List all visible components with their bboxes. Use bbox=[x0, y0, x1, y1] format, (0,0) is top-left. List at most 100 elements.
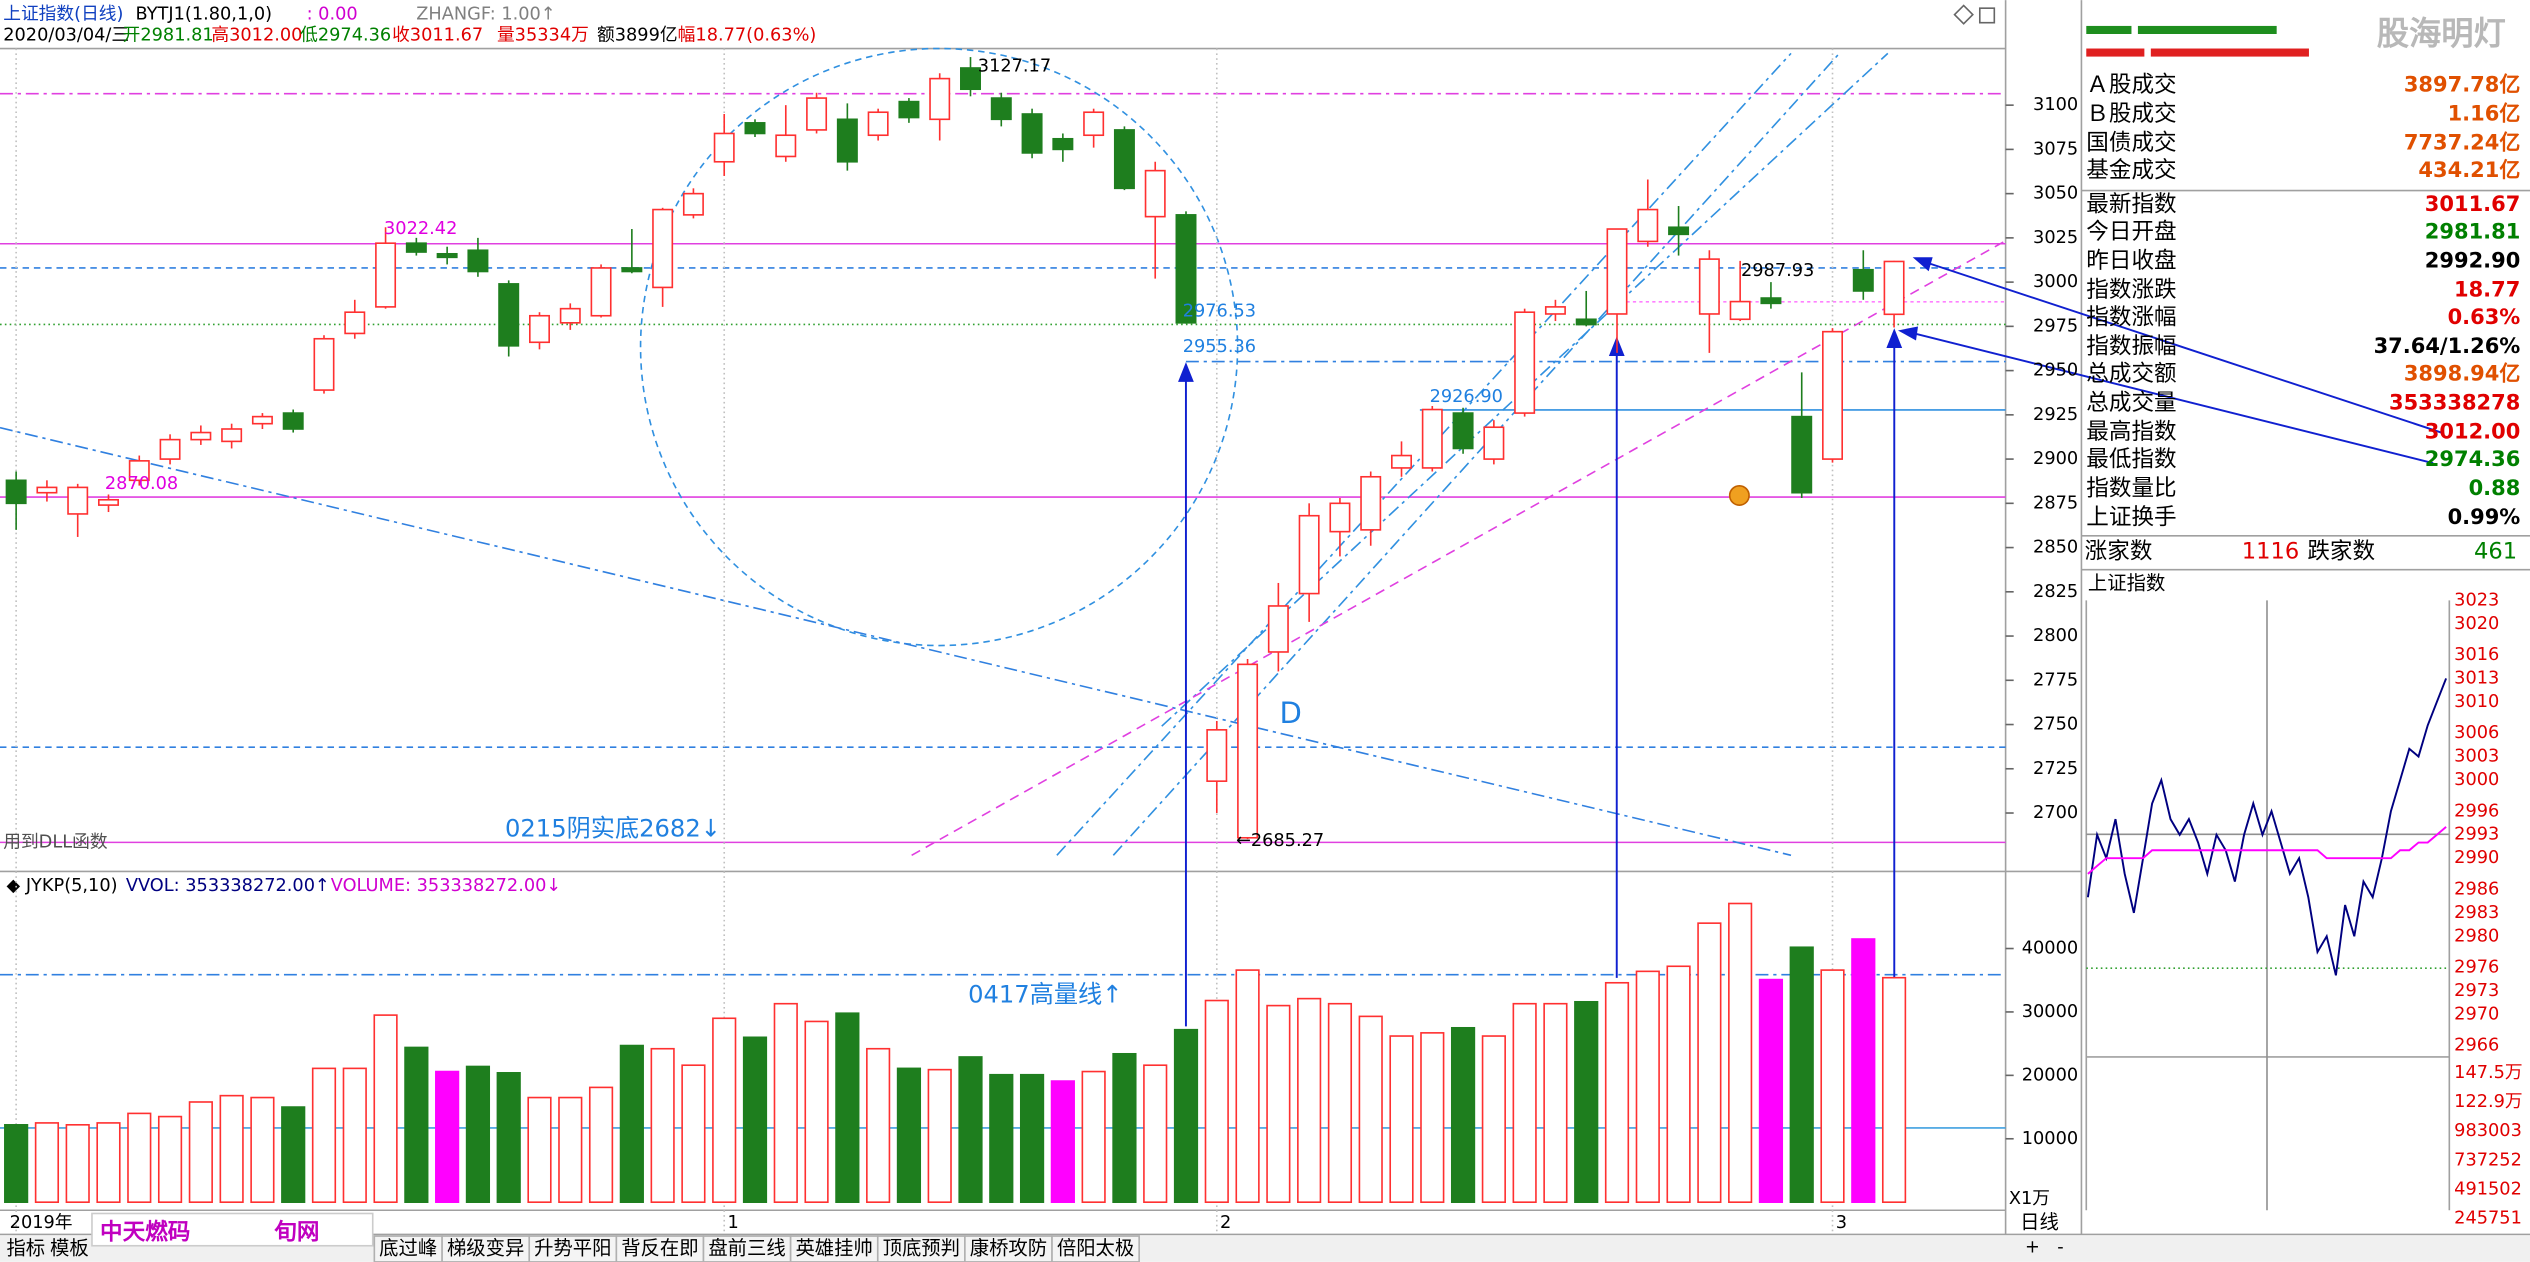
stat-value: 7737.24亿 bbox=[2404, 131, 2521, 155]
header-text: 上证指数(日线) bbox=[3, 4, 123, 25]
window-icons[interactable] bbox=[1953, 4, 1996, 25]
candle-body bbox=[1544, 306, 1566, 315]
stat-value: 2974.36 bbox=[2425, 447, 2521, 471]
tab[interactable]: 升势平阳 bbox=[534, 1236, 611, 1259]
annotation: 3022.42 bbox=[384, 219, 457, 239]
y-tick-label: 2800 bbox=[2033, 626, 2078, 646]
y-tick-label: 2825 bbox=[2033, 582, 2078, 602]
intraday-line bbox=[2086, 678, 2447, 976]
tab[interactable]: 康桥攻防 bbox=[970, 1236, 1047, 1259]
volume-bar bbox=[1543, 1002, 1568, 1203]
tab[interactable]: 倍阳太极 bbox=[1057, 1236, 1134, 1259]
y-tick-label: 2900 bbox=[2033, 449, 2078, 469]
volume-bar bbox=[712, 1017, 737, 1203]
y-tick-label: 3006 bbox=[2454, 723, 2499, 743]
volume-unit: X1万 bbox=[2009, 1189, 2050, 1209]
stat-value: 3012.00 bbox=[2425, 420, 2521, 444]
volume-bar bbox=[1666, 965, 1691, 1203]
tab[interactable]: 梯级变异 bbox=[447, 1236, 524, 1259]
y-tick-label: 2700 bbox=[2033, 803, 2078, 823]
candle-body bbox=[960, 67, 981, 91]
annotation: 0417高量线↑ bbox=[968, 981, 1122, 1009]
y-tick-label: 3000 bbox=[2033, 272, 2078, 292]
candle-body bbox=[1113, 129, 1135, 190]
stat-value: 3011.67 bbox=[2425, 192, 2521, 216]
volume-bar bbox=[896, 1067, 922, 1203]
volume-bar bbox=[157, 1115, 183, 1203]
volume-bar bbox=[650, 1047, 675, 1203]
tab-frame bbox=[964, 1235, 1053, 1262]
volume-bar bbox=[1420, 1032, 1445, 1203]
stat-label: 最高指数 bbox=[2086, 419, 2176, 445]
y-tick-label: 3010 bbox=[2454, 692, 2499, 712]
header-text: 收3011.67 bbox=[392, 25, 483, 46]
y-tick-label: 3020 bbox=[2454, 614, 2499, 634]
stat-value: 3898.94亿 bbox=[2404, 361, 2521, 385]
advance-label: 涨家数 bbox=[2085, 538, 2153, 564]
volume-bar bbox=[1481, 1035, 1506, 1203]
candle-body bbox=[5, 479, 27, 505]
candle-body bbox=[498, 283, 520, 347]
tab[interactable]: 底过峰 bbox=[379, 1236, 437, 1259]
candle-body bbox=[1575, 318, 1597, 326]
volume-bar bbox=[1574, 1000, 1599, 1203]
stat-label: 今日开盘 bbox=[2086, 219, 2176, 245]
volume-bar bbox=[1881, 976, 1907, 1203]
candle-body bbox=[1083, 111, 1105, 137]
stat-value: 1.16亿 bbox=[2448, 102, 2521, 126]
decline-value: 461 bbox=[2474, 538, 2517, 564]
volume-bar bbox=[1604, 981, 1630, 1203]
annotation: 3127.17 bbox=[978, 56, 1051, 76]
candle-body bbox=[251, 415, 273, 425]
volume-bar bbox=[1358, 1015, 1383, 1203]
y-tick-label: 2980 bbox=[2454, 926, 2499, 946]
tab[interactable]: 背反在即 bbox=[621, 1236, 698, 1259]
volume-bar bbox=[404, 1046, 429, 1203]
logo-box bbox=[91, 1212, 374, 1247]
y-tick-label: 2986 bbox=[2454, 879, 2499, 899]
candle-body bbox=[190, 431, 212, 441]
volume-bar bbox=[250, 1096, 275, 1203]
volume-bar bbox=[1851, 938, 1876, 1203]
volume-bar bbox=[1512, 1002, 1537, 1203]
candle-body bbox=[867, 111, 889, 137]
tab[interactable]: 顶底预判 bbox=[883, 1236, 960, 1259]
tab[interactable]: 盘前三线 bbox=[708, 1236, 785, 1259]
intraday-title: 上证指数 bbox=[2088, 572, 2165, 595]
y-tick-label: 2983 bbox=[2454, 903, 2499, 923]
y2-tick-label: 147.5万 bbox=[2454, 1063, 2523, 1083]
volume-bar bbox=[1635, 970, 1660, 1203]
candle-body bbox=[1668, 226, 1690, 236]
annotation: 2955.36 bbox=[1183, 337, 1256, 357]
stat-label: 指数量比 bbox=[2086, 476, 2176, 502]
x-tick-label: 2 bbox=[1220, 1213, 1231, 1233]
stat-label: 国债成交 bbox=[2086, 130, 2176, 156]
header-text: 高3012.00 bbox=[211, 25, 302, 46]
candle-body bbox=[36, 486, 58, 494]
tab[interactable]: 英雄挂帅 bbox=[795, 1236, 872, 1259]
bottom-button[interactable]: 指标 bbox=[6, 1236, 45, 1259]
candle-body bbox=[1267, 605, 1289, 653]
volume-bar bbox=[527, 1096, 552, 1203]
volume-bar bbox=[1112, 1052, 1137, 1203]
y-tick-label: 2925 bbox=[2033, 405, 2078, 425]
y-tick-label: 2975 bbox=[2033, 316, 2078, 336]
candle-body bbox=[467, 249, 489, 273]
zoom-out[interactable]: - bbox=[2057, 1237, 2063, 1257]
volume-bar bbox=[1173, 1028, 1199, 1203]
period-tab[interactable]: 日线 bbox=[2020, 1211, 2059, 1234]
y-tick-label: 3023 bbox=[2454, 590, 2499, 610]
stat-value: 2992.90 bbox=[2425, 249, 2521, 273]
volume-bar bbox=[1327, 1002, 1353, 1203]
stat-value: 18.77 bbox=[2454, 278, 2520, 302]
y-tick-label: 2973 bbox=[2454, 981, 2499, 1001]
zoom-in[interactable]: + bbox=[2025, 1237, 2040, 1257]
candle-body bbox=[1144, 169, 1166, 218]
candle-body bbox=[1729, 300, 1751, 321]
bottom-button[interactable]: 模板 bbox=[50, 1236, 89, 1259]
volume-bar bbox=[1697, 922, 1722, 1203]
header-text: 2020/03/04/三 bbox=[3, 26, 129, 46]
candle-body bbox=[67, 486, 89, 515]
